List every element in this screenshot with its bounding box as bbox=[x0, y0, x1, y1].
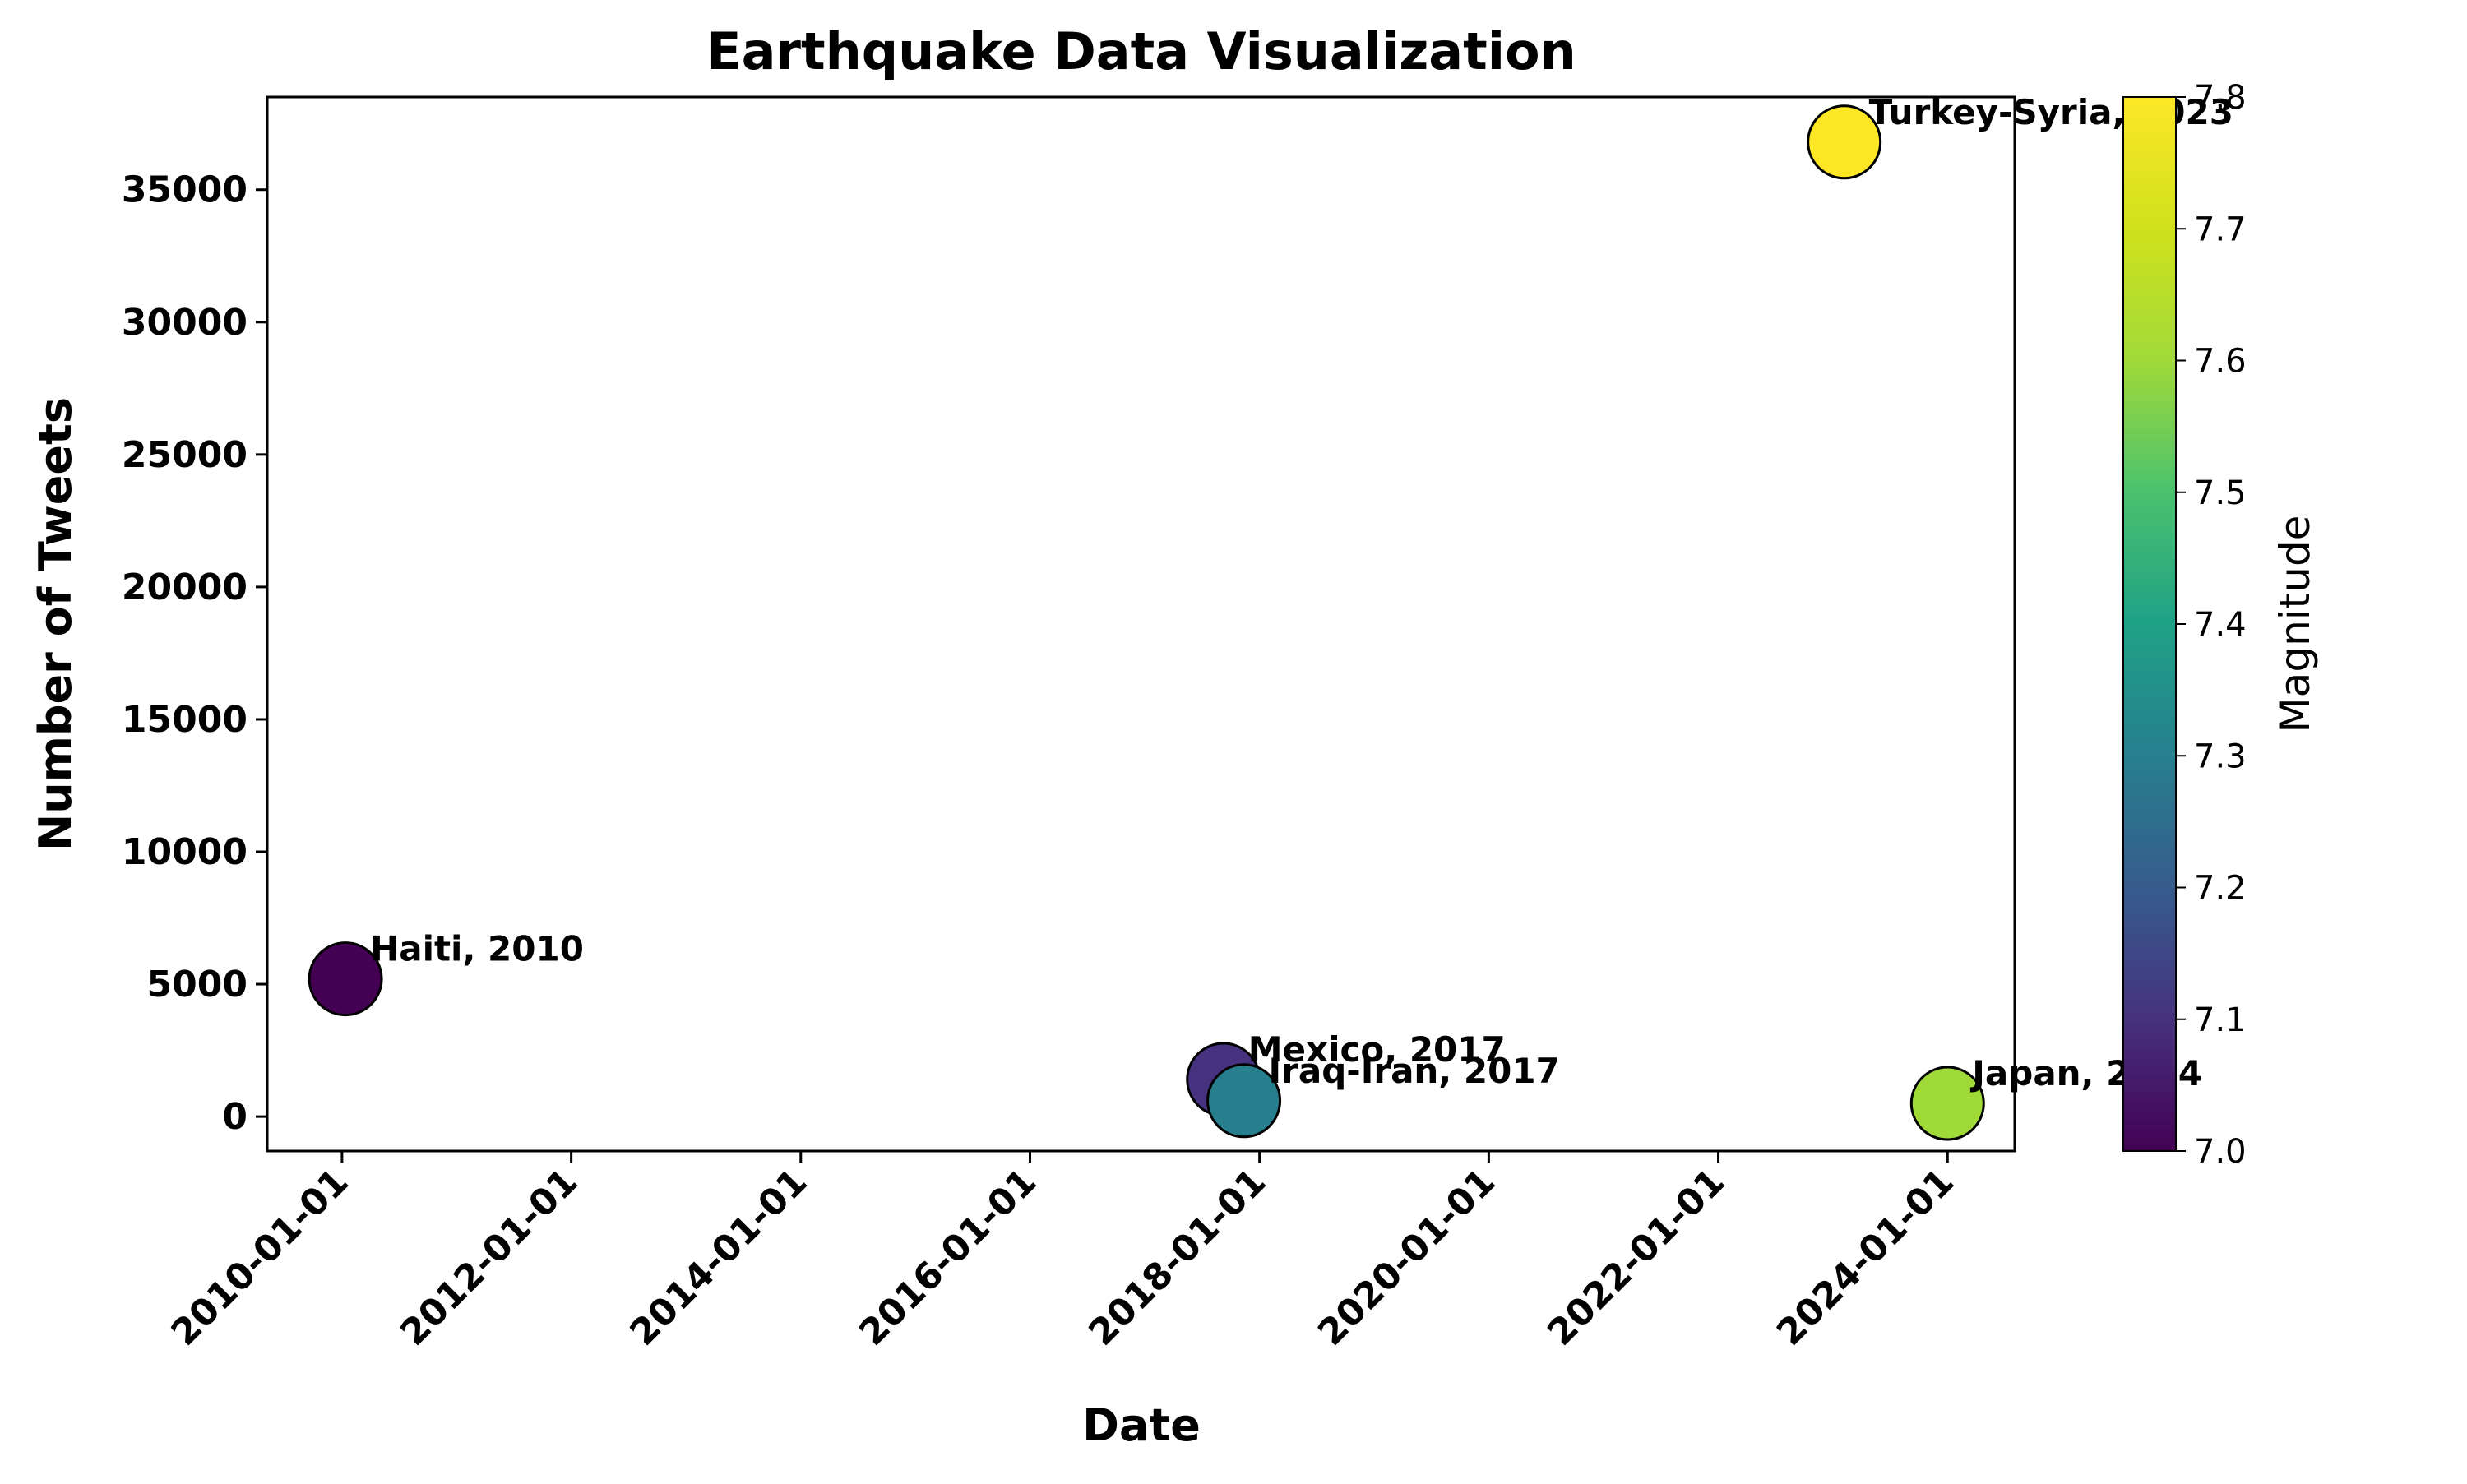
y-tick-label: 5000 bbox=[147, 964, 248, 1006]
point-annotation: Mexico, 2017 bbox=[1248, 1029, 1506, 1070]
colorbar-gradient bbox=[2123, 97, 2176, 1151]
chart-title: Earthquake Data Visualization bbox=[706, 21, 1576, 81]
x-tick-label: 2020-01-01 bbox=[1310, 1161, 1503, 1354]
x-tick-label: 2018-01-01 bbox=[1081, 1161, 1274, 1354]
plot-frame bbox=[266, 95, 2016, 1153]
x-tick-label: 2010-01-01 bbox=[164, 1161, 357, 1354]
data-point bbox=[1909, 1066, 1985, 1141]
y-axis-label: Number of Tweets bbox=[30, 397, 81, 851]
points-layer bbox=[308, 104, 1985, 1141]
point-annotation: Iraq-Iran, 2017 bbox=[1269, 1051, 1560, 1091]
x-tick-label: 2014-01-01 bbox=[622, 1161, 815, 1354]
colorbar-tick-label: 7.5 bbox=[2194, 474, 2247, 512]
y-tick-label: 35000 bbox=[122, 169, 248, 211]
point-annotation: Haiti, 2010 bbox=[370, 929, 584, 969]
y-tick-label: 15000 bbox=[122, 699, 248, 741]
colorbar-tick-label: 7.6 bbox=[2194, 343, 2247, 381]
colorbar-tick-label: 7.7 bbox=[2194, 210, 2247, 248]
data-point bbox=[1206, 1063, 1282, 1139]
y-tick-label: 20000 bbox=[122, 566, 248, 608]
y-tick-label: 25000 bbox=[122, 434, 248, 476]
colorbar-tick-label: 7.3 bbox=[2194, 737, 2247, 775]
x-axis-label: Date bbox=[1082, 1399, 1201, 1451]
x-tick-label: 2022-01-01 bbox=[1539, 1161, 1733, 1354]
colorbar-tick-label: 7.1 bbox=[2194, 1001, 2247, 1039]
colorbar-tick-label: 7.8 bbox=[2194, 79, 2247, 117]
data-point bbox=[308, 941, 383, 1017]
colorbar-tick-label: 7.4 bbox=[2194, 606, 2247, 644]
x-tick-label: 2024-01-01 bbox=[1769, 1161, 1962, 1354]
y-tick-label: 0 bbox=[222, 1096, 248, 1138]
data-point bbox=[1807, 104, 1882, 180]
y-tick-label: 10000 bbox=[122, 831, 248, 873]
x-tick-label: 2012-01-01 bbox=[392, 1161, 586, 1354]
colorbar-tick-label: 7.2 bbox=[2194, 870, 2247, 908]
axes-layer: 2010-01-01 2012-01-01 2014-01-01 2016-01-01… bbox=[122, 169, 1962, 1354]
colorbar-tick-label: 7.0 bbox=[2194, 1133, 2247, 1171]
colorbar-ticks: 7.0 7.1 7.2 7.3 7.4 7.5 7.6 7.7 7.8 bbox=[2176, 79, 2247, 1171]
y-tick-label: 30000 bbox=[122, 302, 248, 344]
x-tick-label: 2016-01-01 bbox=[851, 1161, 1044, 1354]
colorbar-label: Magnitude bbox=[2271, 515, 2319, 733]
colorbar: 7.0 7.1 7.2 7.3 7.4 7.5 7.6 7.7 7.8 Magnitude bbox=[2122, 79, 2319, 1171]
